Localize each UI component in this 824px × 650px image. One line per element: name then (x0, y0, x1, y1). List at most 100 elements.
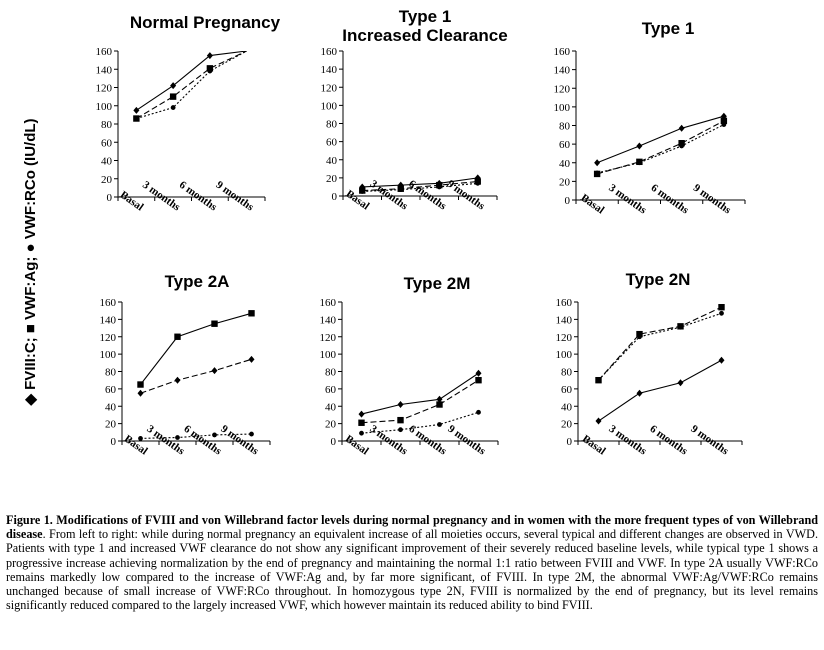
y-tick-label: 20 (326, 173, 338, 185)
data-point-diamond (436, 395, 443, 403)
panel-title-type2a: Type 2A (164, 272, 230, 291)
series-line-diamond (136, 51, 247, 111)
data-point-circle (249, 431, 254, 437)
y-tick-label: 40 (101, 156, 113, 168)
y-tick-label: 160 (320, 297, 337, 309)
y-tick-label: 140 (100, 314, 117, 326)
data-point-circle (437, 422, 442, 427)
data-point-diamond (636, 389, 643, 397)
data-point-diamond (594, 159, 601, 167)
x-tick-label: 3 months (606, 182, 649, 217)
data-point-circle (398, 187, 404, 193)
data-point-diamond (206, 52, 213, 60)
data-point-circle (636, 160, 642, 166)
data-point-diamond (133, 106, 140, 114)
series-line-circle (596, 124, 725, 174)
y-tick-label: 100 (556, 349, 573, 361)
data-point-circle (679, 143, 685, 149)
data-point-circle (212, 432, 217, 438)
y-tick-label: 0 (331, 436, 337, 448)
data-point-diamond (595, 417, 602, 425)
x-tick-label: Basal (343, 433, 371, 458)
y-tick-label: 80 (326, 119, 338, 131)
data-point-circle (721, 122, 727, 127)
data-point-circle (170, 105, 176, 110)
data-point-square (358, 419, 365, 426)
data-point-diamond (636, 142, 643, 150)
data-point-diamond (211, 367, 218, 375)
data-point-circle (594, 170, 600, 176)
data-point-circle (678, 324, 683, 330)
y-tick-label: 100 (96, 101, 113, 113)
series-line-diamond (598, 359, 722, 422)
x-tick-label: 9 months (688, 423, 731, 458)
data-point-square (718, 304, 725, 311)
data-point-circle (138, 435, 143, 441)
y-tick-label: 160 (321, 46, 338, 58)
x-tick-label: 9 months (218, 423, 261, 458)
series-line-square (362, 180, 478, 192)
y-tick-label: 0 (567, 436, 573, 448)
data-point-circle (719, 310, 724, 316)
panel-title-normal-pregnancy: Normal Pregnancy (129, 13, 281, 32)
series-line-square (136, 51, 247, 119)
x-tick-label: 9 months (445, 178, 488, 213)
series-line-diamond (596, 115, 725, 164)
data-point-square (720, 117, 728, 125)
x-tick-label: 9 months (214, 179, 257, 214)
data-point-square (211, 320, 218, 327)
data-point-circle (398, 427, 403, 433)
panel-title-type2m: Type 2M (403, 274, 471, 293)
x-tick-label: 9 months (691, 182, 734, 217)
data-point-diamond (677, 379, 684, 387)
data-point-circle (475, 180, 481, 186)
series-line-diamond (361, 372, 479, 415)
data-point-circle (596, 377, 601, 383)
y-tick-label: 80 (561, 367, 573, 379)
y-tick-label: 120 (554, 83, 571, 95)
y-tick-label: 120 (556, 332, 573, 344)
y-tick-label: 100 (320, 349, 337, 361)
x-tick-label: 3 months (367, 423, 410, 458)
series-line-circle (362, 182, 478, 193)
y-tick-label: 0 (565, 195, 571, 207)
data-point-diamond (397, 401, 404, 409)
y-tick-label: 80 (559, 121, 571, 133)
data-point-circle (359, 430, 364, 436)
data-point-square (137, 381, 144, 388)
y-tick-label: 80 (101, 119, 113, 131)
x-tick-label: 3 months (140, 179, 183, 214)
series-line-circle (140, 433, 252, 439)
y-tick-label: 40 (326, 155, 338, 167)
y-tick-label: 0 (107, 192, 113, 204)
data-point-circle (476, 409, 481, 415)
x-tick-label: Basal (580, 433, 608, 458)
data-point-diamond (248, 355, 255, 363)
y-tick-label: 60 (561, 384, 573, 396)
data-point-diamond (174, 376, 181, 384)
data-point-circle (175, 435, 180, 440)
y-tick-label: 20 (559, 176, 571, 188)
data-point-square (174, 333, 181, 340)
y-tick-label: 140 (556, 314, 573, 326)
y-tick-label: 0 (332, 191, 338, 203)
caption-text: . From left to right: while during norma… (6, 527, 818, 613)
series-line-circle (136, 51, 247, 120)
y-tick-label: 80 (325, 367, 337, 379)
y-tick-label: 160 (554, 46, 571, 58)
x-tick-label: 6 months (177, 179, 220, 214)
data-point-square (636, 330, 643, 338)
y-tick-label: 40 (561, 401, 573, 413)
y-tick-label: 40 (559, 158, 571, 170)
y-tick-label: 100 (554, 102, 571, 114)
series-line-square (140, 312, 252, 385)
panel-title-type2n: Type 2N (625, 270, 691, 289)
series-line-diamond (140, 358, 252, 394)
y-tick-label: 60 (559, 139, 571, 151)
panel-title-type1-increased-clearance: Type 1 Increased Clearance (342, 7, 508, 45)
series-line-circle (598, 312, 722, 381)
data-point-square (169, 93, 177, 100)
y-tick-label: 40 (105, 401, 117, 413)
y-tick-label: 20 (561, 419, 573, 431)
